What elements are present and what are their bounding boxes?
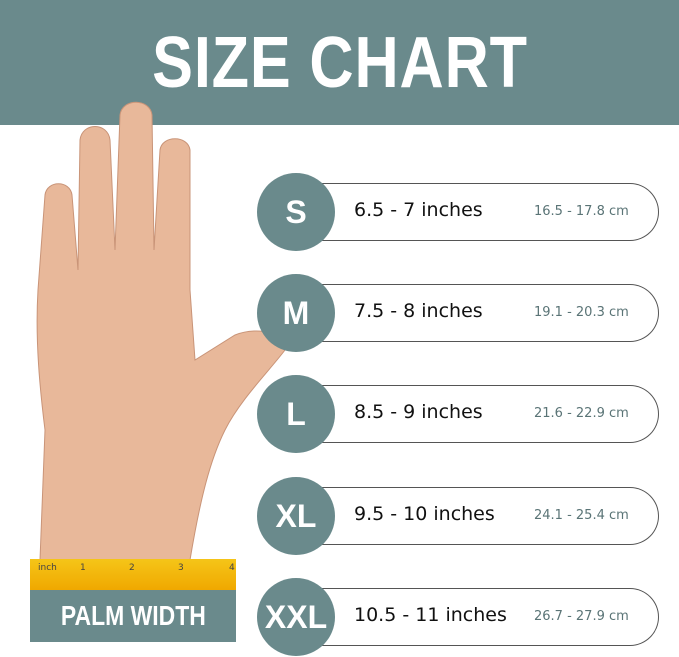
ruler: inch 1 2 3 4 <box>30 559 236 590</box>
size-badge: S <box>257 173 335 251</box>
size-cm: 26.7 - 27.9 cm <box>534 609 629 624</box>
size-pill <box>297 284 659 342</box>
size-row-xxl: XXL 10.5 - 11 inches 26.7 - 27.9 cm <box>257 578 660 656</box>
ruler-tick: 4 <box>229 563 235 573</box>
size-badge: XL <box>257 477 335 555</box>
size-pill <box>297 183 659 241</box>
size-inches: 7.5 - 8 inches <box>354 300 483 322</box>
size-cm: 21.6 - 22.9 cm <box>534 406 629 421</box>
hand-image <box>36 101 286 561</box>
size-cm: 19.1 - 20.3 cm <box>534 305 629 320</box>
size-badge: L <box>257 375 335 453</box>
ruler-tick: 1 <box>80 563 86 573</box>
ruler-unit: inch <box>38 563 57 573</box>
size-badge: M <box>257 274 335 352</box>
size-row-s: S 6.5 - 7 inches 16.5 - 17.8 cm <box>257 173 660 251</box>
size-cm: 16.5 - 17.8 cm <box>534 204 629 219</box>
size-inches: 6.5 - 7 inches <box>354 199 483 221</box>
size-cm: 24.1 - 25.4 cm <box>534 508 629 523</box>
size-row-xl: XL 9.5 - 10 inches 24.1 - 25.4 cm <box>257 477 660 555</box>
size-row-l: L 8.5 - 9 inches 21.6 - 22.9 cm <box>257 375 660 453</box>
ruler-tick: 3 <box>178 563 184 573</box>
size-inches: 10.5 - 11 inches <box>354 604 507 626</box>
size-pill <box>297 487 659 545</box>
ruler-tick: 2 <box>129 563 135 573</box>
size-pill <box>297 588 659 646</box>
size-inches: 9.5 - 10 inches <box>354 503 495 525</box>
page-title: SIZE CHART <box>151 22 528 103</box>
size-row-m: M 7.5 - 8 inches 19.1 - 20.3 cm <box>257 274 660 352</box>
size-pill <box>297 385 659 443</box>
palm-width-label: PALM WIDTH <box>30 590 236 642</box>
size-inches: 8.5 - 9 inches <box>354 401 483 423</box>
header-banner: SIZE CHART <box>0 0 679 125</box>
size-badge: XXL <box>257 578 335 656</box>
